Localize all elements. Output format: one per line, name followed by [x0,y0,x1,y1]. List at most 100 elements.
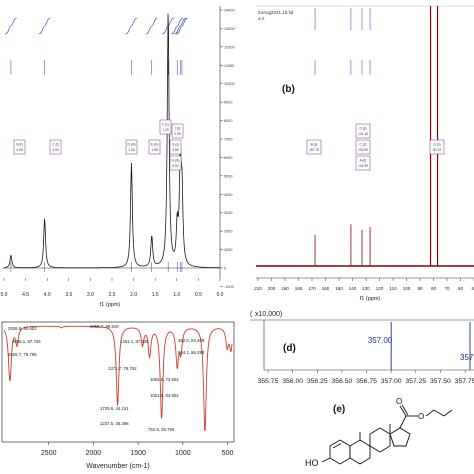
x-tick-label: 50 [471,286,474,291]
panel-a-frame [0,4,236,278]
ester-bond [399,415,407,429]
peak-label-box [355,139,371,155]
peak-label-box [169,155,182,171]
x-tick-label: 80 [431,286,437,291]
y-tick-label: 6000 [224,156,232,160]
x-tick-label: 3.5 [65,292,72,298]
peak-label-box [355,155,371,171]
peak-label-id: F (s) [162,123,169,127]
panel-d-peak-label: 357.00 [368,336,393,345]
x-tick-label: 357.75 [455,378,474,385]
peak-label-id: B (s) [311,143,318,147]
y-tick-label: 2000 [224,230,232,234]
ring-b [349,439,371,465]
carbonyl-oxygen: O [396,397,402,406]
panel-b-xlabel: f1 (ppm) [360,296,381,302]
peak-label-id: A (d) [360,159,367,163]
ir-peak-label: 504.1, 86.298 [178,350,205,355]
panel-b-label: (b) [282,84,295,95]
peak-label-value: 0.88 [172,148,178,152]
x-tick-label: 2.0 [130,292,137,298]
x-tick-label: 2500 [41,450,57,457]
panel-b-subheader: a-2 [258,16,265,21]
peak-label-id: B (t) [16,143,22,147]
peak-label-value: 0.92 [172,164,178,168]
x-tick-label: 210 [254,286,262,291]
ir-peak-label: 1371.7, 79.762 [108,366,137,371]
integral-curve [145,17,158,35]
panel-a-x-ticks: 5.0 4.5 4.0 3.5 3.0 2.5 2.0 1.5 1.0 0.5 0.0 [1,278,224,298]
peak-label-value: 82.19 [433,148,441,152]
x-tick-label: 140 [349,286,357,291]
x-tick-label: 160 [322,286,330,291]
peak-label-box [49,139,62,155]
ir-peak-label: 1451.1, 87.430 [120,339,149,344]
y-tick-label: 5000 [224,174,232,178]
ir-peak-label: 2938.8, 80.653 [8,326,37,331]
integral-curve [175,17,189,35]
peak-label-value: 4.06 [52,148,58,152]
x-tick-label: 3.0 [87,292,94,298]
integral-curve [174,17,187,35]
x-tick-label: 0.5 [195,292,202,298]
integral-curve [4,17,17,35]
y-tick-label: 9000 [224,101,232,105]
x-tick-label: 357.00 [381,378,402,385]
panel-c-ir: 2938.8, 80.653 2855.1, 87.726 2929.7, 78.7… [1,321,235,470]
x-tick-label: 2.5 [109,292,116,298]
x-tick-label: 100 [403,286,411,291]
peak-label-id: C (t) [52,143,58,147]
panel-c-xlabel: Wavenumber (cm-1) [86,463,150,470]
y-tick-label: 13000 [224,27,235,31]
x-tick-label: 130 [362,286,370,291]
panel-b-13c-nmr: 04Aug2021.10.fid a-2 (b) B (s)167.75 D (s… [254,5,474,302]
x-tick-label: 90 [417,286,423,291]
peak-label-box [159,119,172,135]
carbonyl-1 [399,405,407,417]
panel-d-scale-label: x10,000) [255,311,282,318]
panel-b-header: 04Aug2021.10.fid [258,10,294,15]
x-tick-label: 356.00 [282,378,303,385]
panel-b-top-markers [314,8,438,75]
x-tick-label: 170 [308,286,316,291]
x-tick-label: 180 [295,286,303,291]
y-tick-label: 0 [224,267,226,271]
ring-d [389,427,411,447]
x-tick-label: 110 [389,286,397,291]
peak-label-box [13,139,26,155]
hydroxyl-label: HO [305,458,319,468]
peak-label-id: C (s) [360,143,367,147]
peak-label-id: E (m) [151,143,159,147]
peak-label-box [148,139,161,155]
y-tick-label: 10000 [224,82,235,86]
panel-a-y-ticks: 1400013000120001100010000900080007000600… [220,9,235,289]
x-tick-label: 1.5 [152,292,159,298]
ir-peak-label: 752.9, 25.796 [148,427,175,432]
peak-label-box [429,139,445,155]
panel-b-x-ticks: 210 200 190 180 170 160 150 140 130 120 110 100 90 80… [254,278,474,291]
ir-peak-label: 1021.9, 83.802 [150,393,179,398]
ir-peak-label: 462.0, 84.409 [178,338,205,343]
panel-a-xlabel: f1 (ppm) [100,302,121,308]
steroid-structure-drawing [321,404,453,465]
peak-label-id: H (m) [172,159,180,163]
peak-label-id: D (s) [360,127,367,131]
peak-label-value: 141.18 [358,132,368,136]
y-tick-label: 12000 [224,45,235,49]
peak-label-id: D (m) [128,143,136,147]
integral-curve [38,17,51,35]
peak-label-box [171,123,184,139]
ir-peak-label: 2929.7, 78.795 [8,352,37,357]
y-tick-label: 7000 [224,138,232,142]
panel-d-scale-prefix: ( [250,311,253,318]
ring-a-double-bond [332,443,342,449]
x-tick-label: 500 [222,450,234,457]
peak-label-box [169,139,182,155]
peak-label-value: 4.06 [16,148,22,152]
panel-d-peaks [390,322,471,370]
panel-a-1h-nmr: 1400013000120001100010000900080007000600… [0,4,236,308]
panel-c-frame [1,321,235,443]
panel-d-peak-label-cut: 357 [460,353,474,362]
y-tick-label: 11000 [224,64,234,68]
peak-label-value: 0.99 [174,132,180,136]
